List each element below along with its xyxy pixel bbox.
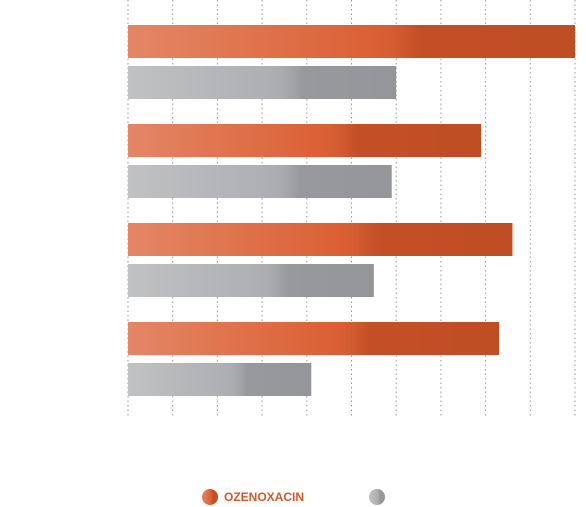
- bar-shade: [128, 264, 374, 297]
- legend-swatch-shade: [202, 489, 218, 505]
- bar-shade: [128, 165, 392, 198]
- bar-shade: [128, 124, 482, 157]
- bar-shade: [128, 66, 397, 99]
- bar-shade: [128, 223, 513, 256]
- legend-swatch-shade: [369, 489, 385, 505]
- legend-label: OZENOXACIN: [224, 490, 304, 504]
- bar-shade: [128, 322, 500, 355]
- bar-shade: [128, 363, 312, 396]
- bar-shade: [128, 25, 575, 58]
